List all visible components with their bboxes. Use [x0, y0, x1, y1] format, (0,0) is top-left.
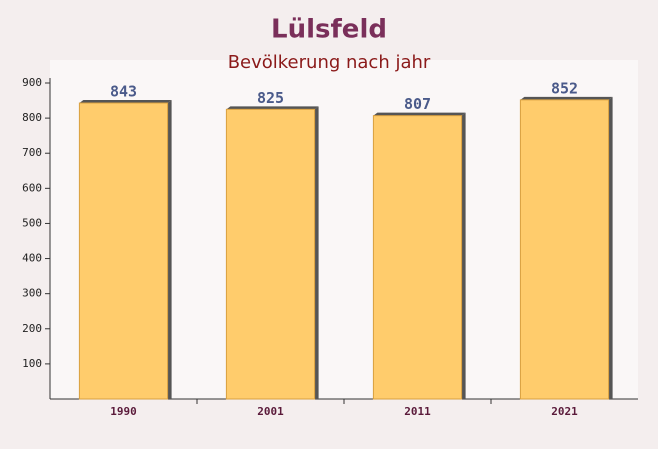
- bar-top: [226, 106, 319, 110]
- y-tick-label: 600: [22, 181, 42, 194]
- y-tick-label: 900: [22, 76, 42, 89]
- bar: [225, 108, 316, 400]
- y-tick-label: 800: [22, 111, 42, 124]
- chart-title: Lülsfeld: [271, 15, 387, 45]
- x-tick-label: 1990: [110, 405, 137, 418]
- bar-top: [79, 100, 172, 104]
- y-tick-label: 500: [22, 216, 42, 229]
- bar: [372, 115, 463, 400]
- bar-top: [373, 112, 466, 116]
- y-tick-label: 300: [22, 287, 42, 300]
- value-label: 843: [110, 83, 137, 101]
- bar-shadow: [167, 100, 172, 399]
- value-label: 825: [257, 89, 284, 107]
- x-tick-label: 2021: [551, 405, 578, 418]
- y-tick-label: 100: [22, 357, 42, 370]
- y-tick-label: 200: [22, 322, 42, 335]
- bar-shadow: [461, 112, 466, 400]
- bar-shadow: [314, 106, 319, 399]
- bar-top: [520, 96, 613, 100]
- value-label: 807: [404, 95, 431, 113]
- bar: [519, 99, 610, 400]
- value-label: 852: [551, 79, 578, 97]
- x-tick-label: 2011: [404, 405, 431, 418]
- y-tick-label: 700: [22, 146, 42, 159]
- chart-subtitle: Bevölkerung nach jahr: [228, 52, 431, 73]
- bar: [78, 102, 169, 400]
- bar-shadow: [608, 96, 613, 399]
- y-tick-label: 400: [22, 252, 42, 265]
- x-tick-label: 2001: [257, 405, 284, 418]
